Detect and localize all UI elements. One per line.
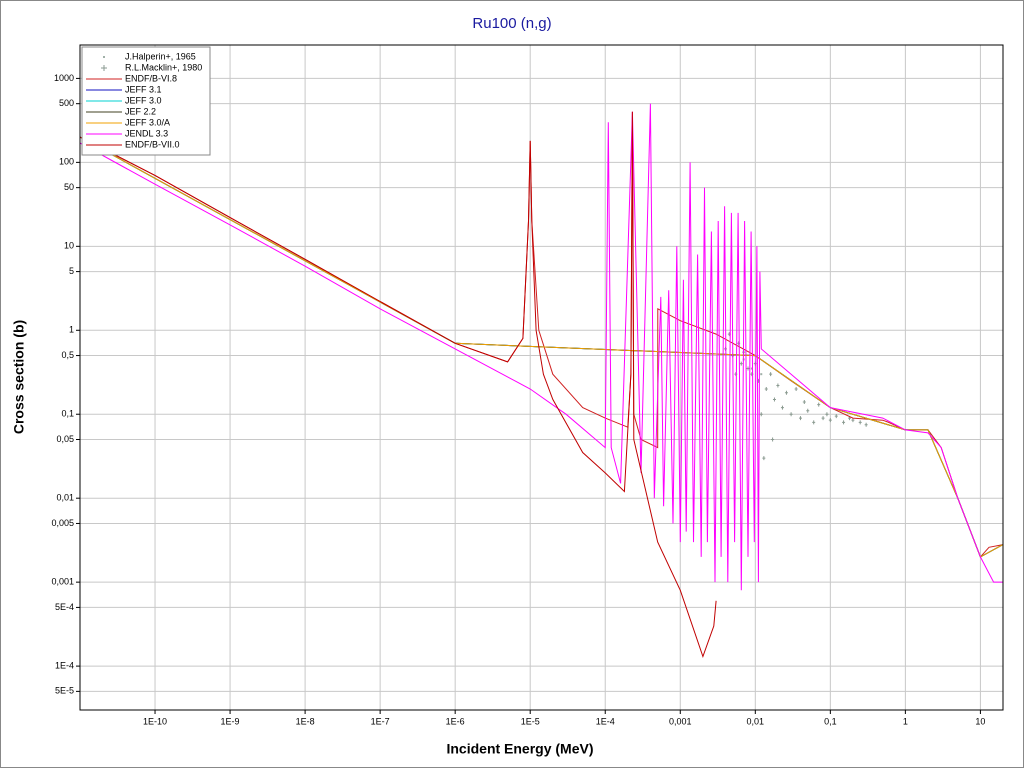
legend-label: ENDF/B-VII.0: [125, 139, 180, 149]
y-tick-label: 5: [69, 266, 74, 276]
data-point: [834, 414, 838, 419]
x-axis-label: Incident Energy (MeV): [446, 741, 593, 757]
x-tick-label: 1E-8: [296, 716, 315, 726]
y-tick-label: 5E-5: [55, 686, 74, 696]
y-tick-label: 0,5: [61, 350, 74, 360]
legend-label: JENDL 3.3: [125, 128, 168, 138]
data-point: [858, 420, 862, 425]
data-point: [780, 405, 784, 410]
x-tick-label: 1E-10: [143, 716, 167, 726]
y-tick-label: 0,1: [61, 409, 74, 419]
data-point: [764, 386, 768, 391]
x-tick-label: 0,001: [669, 716, 692, 726]
legend-swatch: [103, 56, 105, 58]
y-tick-label: 10: [64, 241, 74, 251]
data-point: [759, 412, 763, 417]
data-point: [851, 418, 855, 423]
data-point: [784, 390, 788, 395]
line: [80, 103, 1003, 591]
legend-swatch: [101, 65, 107, 71]
y-tick-label: 5E-4: [55, 602, 74, 612]
y-tick-label: 500: [59, 98, 74, 108]
x-tick-label: 1E-5: [521, 716, 540, 726]
y-tick-label: 0,05: [56, 434, 74, 444]
x-tick-label: 10: [975, 716, 985, 726]
legend-label: JEFF 3.1: [125, 84, 162, 94]
chart-title: Ru100 (n,g): [472, 15, 551, 32]
legend-label: ENDF/B-VI.8: [125, 73, 177, 83]
y-tick-label: 0,01: [56, 493, 74, 503]
data-point: [802, 399, 806, 404]
data-point: [794, 386, 798, 391]
data-point: [760, 373, 763, 376]
y-tick-label: 1000: [54, 73, 74, 83]
data-point: [739, 361, 743, 366]
data-point: [772, 397, 776, 402]
x-tick-label: 1E-6: [446, 716, 465, 726]
data-point: [746, 366, 750, 371]
x-tick-label: 0,01: [747, 716, 765, 726]
legend-label: J.Halperin+, 1965: [125, 51, 196, 61]
grid: [80, 45, 1003, 710]
x-tick-label: 1: [903, 716, 908, 726]
data-point: [798, 416, 802, 421]
line: [80, 111, 717, 659]
data-point: [762, 456, 766, 461]
y-tick-label: 1: [69, 325, 74, 335]
data-point: [821, 416, 825, 421]
y-axis-label: Cross section (b): [11, 320, 27, 434]
data-point: [806, 408, 810, 413]
y-tick-label: 1E-4: [55, 660, 74, 670]
data-point: [771, 437, 775, 442]
y-tick-label: 50: [64, 182, 74, 192]
data-point: [817, 402, 821, 407]
y-tick-label: 0,001: [51, 577, 74, 587]
data-point: [864, 422, 868, 427]
x-tick-label: 0,1: [824, 716, 837, 726]
legend-label: R.L.Macklin+, 1980: [125, 62, 202, 72]
legend-label: JEFF 3.0: [125, 95, 162, 105]
data-point: [825, 412, 829, 417]
data-point: [842, 420, 846, 425]
data-point: [812, 420, 816, 425]
x-tick-label: 1E-9: [221, 716, 240, 726]
y-tick-label: 100: [59, 157, 74, 167]
x-tick-label: 1E-7: [371, 716, 390, 726]
data-point: [750, 367, 753, 370]
plot-area: [80, 103, 1003, 659]
data-point: [828, 418, 832, 423]
data-point: [776, 383, 780, 388]
legend-label: JEFF 3.0/A: [125, 117, 170, 127]
x-tick-label: 1E-4: [596, 716, 615, 726]
data-point: [769, 372, 773, 377]
legend-label: JEF 2.2: [125, 106, 156, 116]
plot-border: [79, 44, 1004, 711]
data-point: [789, 412, 793, 417]
y-tick-label: 0,005: [51, 518, 74, 528]
